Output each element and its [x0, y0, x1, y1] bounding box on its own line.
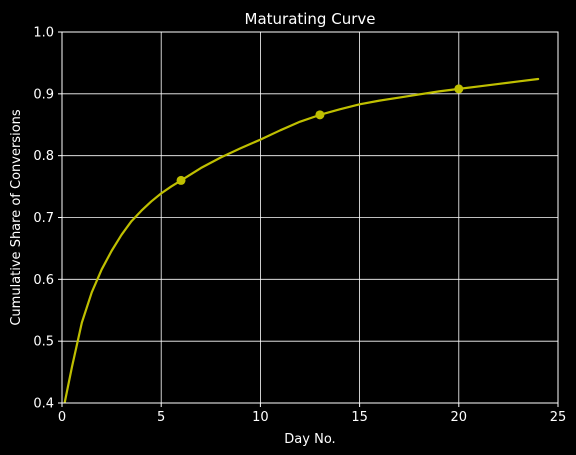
- y-tick-label: 0.9: [33, 87, 54, 102]
- y-tick-label: 0.5: [33, 335, 54, 350]
- x-tick-label: 5: [157, 410, 165, 425]
- x-axis-title: Day No.: [284, 432, 335, 447]
- data-point-marker: [315, 110, 325, 120]
- series-layer: [63, 77, 540, 403]
- tick-layer: 0 5 10 15 20 25 0.4 0.5 0.6 0.7 0.8 0.9 1.0: [33, 26, 566, 426]
- y-tick-label: 0.7: [33, 211, 54, 226]
- y-axis-title: Cumulative Share of Conversions: [9, 109, 24, 326]
- chart-title: Maturating Curve: [245, 10, 376, 28]
- marker-layer: [176, 84, 464, 185]
- series-line: [63, 77, 540, 403]
- x-tick-label: 20: [451, 410, 468, 425]
- x-tick-label: 25: [550, 410, 567, 425]
- y-tick-label: 0.8: [33, 149, 54, 164]
- data-point-marker: [176, 175, 186, 185]
- y-tick-label: 0.6: [33, 273, 54, 288]
- x-tick-label: 0: [58, 410, 66, 425]
- x-tick-label: 10: [252, 410, 269, 425]
- y-tick-label: 1.0: [33, 26, 54, 41]
- y-tick-label: 0.4: [33, 397, 54, 412]
- x-tick-label: 15: [351, 410, 368, 425]
- data-point-marker: [454, 84, 464, 94]
